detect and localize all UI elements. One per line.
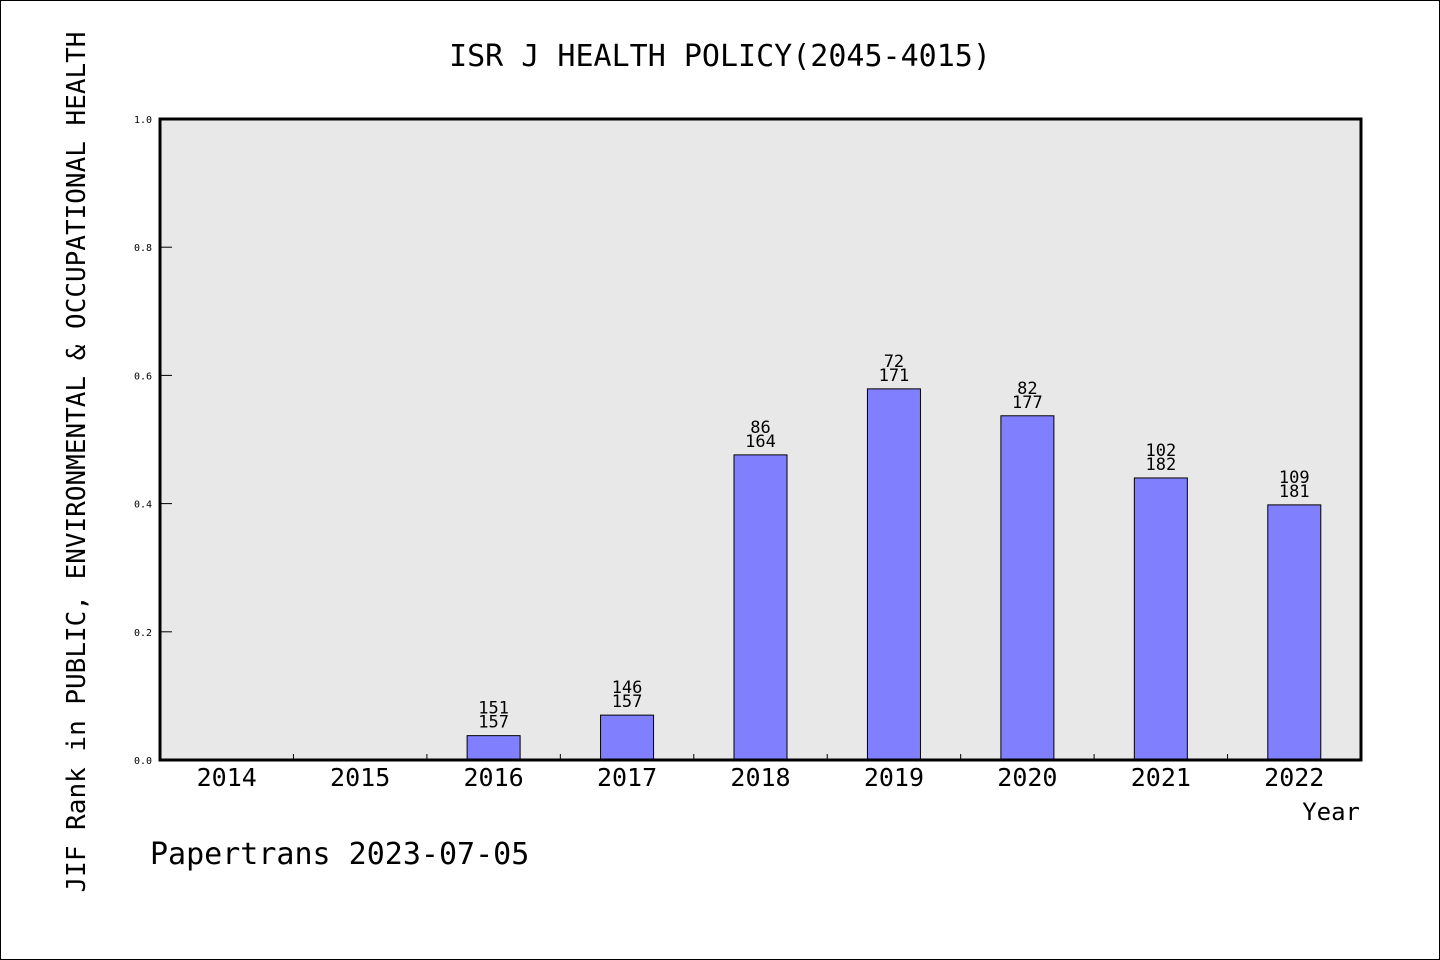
bar-total-label: 157 xyxy=(478,713,509,733)
y-tick-label: 0.2 xyxy=(134,628,152,639)
bar-2018 xyxy=(733,454,788,761)
bar-rank-label: 151 xyxy=(478,699,509,719)
bar-total-label: 171 xyxy=(879,366,910,386)
x-tick-label: 2021 xyxy=(1131,763,1191,792)
x-tick-label: 2014 xyxy=(197,763,257,792)
bar-rank-label: 109 xyxy=(1279,468,1310,488)
y-tick-label: 0.4 xyxy=(134,500,152,511)
bar-total-label: 177 xyxy=(1012,393,1043,413)
bar-2016 xyxy=(466,735,521,761)
y-axis-label: JIF Rank in PUBLIC, ENVIRONMENTAL & OCCU… xyxy=(62,32,92,893)
y-tick-label: 1.0 xyxy=(134,115,152,126)
bar-2022 xyxy=(1267,504,1322,761)
x-axis-tick-labels: 2014 2015 2016 2017 2018 2019 2020 2021 2022 xyxy=(197,763,1325,792)
bar-rank-label: 82 xyxy=(1017,379,1037,399)
bar-total-label: 182 xyxy=(1145,455,1176,475)
bar-rank-label: 102 xyxy=(1145,441,1176,461)
bar-rank-label: 86 xyxy=(750,418,770,438)
x-tick-label: 2020 xyxy=(997,763,1057,792)
x-axis-label: Year xyxy=(1302,798,1360,826)
x-tick-label: 2017 xyxy=(597,763,657,792)
footer-credit: Papertrans 2023-07-05 xyxy=(150,837,529,872)
y-tick-label: 0.0 xyxy=(134,756,152,767)
bar-total-label: 157 xyxy=(612,692,643,712)
y-tick-label: 0.8 xyxy=(134,243,152,254)
bar-2019 xyxy=(866,388,921,761)
bars xyxy=(466,388,1322,761)
chart-title: ISR J HEALTH POLICY(2045-4015) xyxy=(449,39,991,74)
x-tick-label: 2022 xyxy=(1264,763,1324,792)
bar-total-label: 181 xyxy=(1279,482,1310,502)
bar-2021 xyxy=(1133,477,1188,761)
x-tick-label: 2019 xyxy=(864,763,924,792)
x-tick-label: 2018 xyxy=(730,763,790,792)
bar-2017 xyxy=(600,714,655,761)
plot-border xyxy=(158,117,1363,762)
bar-rank-label: 146 xyxy=(612,678,643,698)
bar-rank-label: 72 xyxy=(884,352,904,372)
x-tick-label: 2016 xyxy=(464,763,524,792)
y-axis-ticks: 0.0 0.2 0.4 0.6 0.8 1.0 xyxy=(134,115,172,767)
bar-total-label: 164 xyxy=(745,432,776,452)
x-tick-label: 2015 xyxy=(330,763,390,792)
bar-2020 xyxy=(1000,415,1055,761)
y-tick-label: 0.6 xyxy=(134,371,152,382)
